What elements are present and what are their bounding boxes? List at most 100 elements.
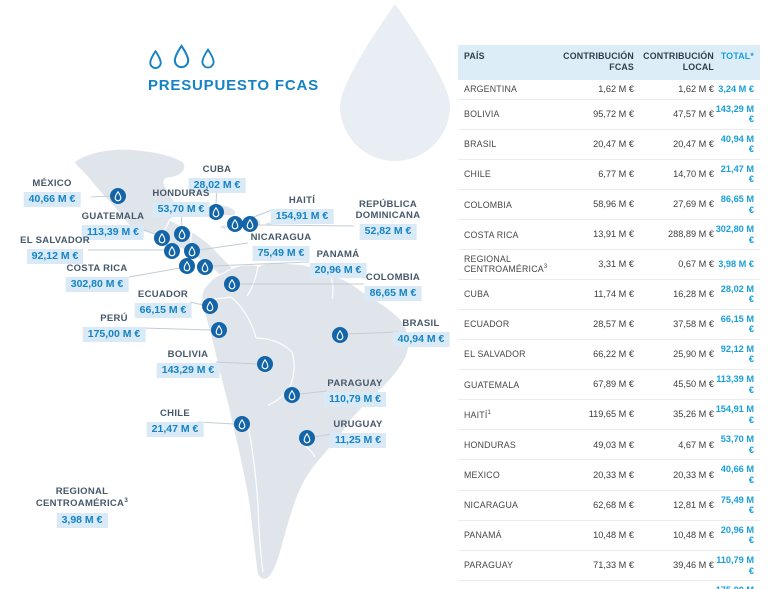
cell-total: 175,00 M € xyxy=(714,585,754,589)
cell-contribucion-fcas: 10,48 M € xyxy=(593,530,634,541)
country-budget-value: 110,79 M € xyxy=(324,392,386,408)
country-name: PERÚ xyxy=(100,313,128,324)
cell-total: 113,39 M € xyxy=(716,374,754,395)
table-row: MEXICO 20,33 M € 20,33 M € 40,66 M € xyxy=(458,460,760,491)
country-budget-value: 66,15 M € xyxy=(134,303,192,319)
cell-contribucion-local: 0,67 M € xyxy=(678,259,714,270)
water-drop-icon xyxy=(336,329,344,340)
cell-country: COLOMBIA xyxy=(464,199,513,210)
map-label-nicaragua: NICARAGUA 75,49 M € xyxy=(250,232,312,262)
country-budget-value: 302,80 M € xyxy=(65,277,129,293)
table-row: ARGENTINA 1,62 M € 1,62 M € 3,24 M € xyxy=(458,80,760,100)
water-drop-icon xyxy=(178,228,186,239)
leader-line-bolivia xyxy=(215,361,258,365)
cell-country: PARAGUAY xyxy=(464,560,514,571)
cell-total: 66,15 M € xyxy=(720,313,754,335)
cell-total: 154,91 M € xyxy=(715,404,754,425)
water-drop-icon xyxy=(303,432,311,443)
cell-country: COSTA RICA xyxy=(464,229,519,240)
cell-country: CUBA xyxy=(464,289,490,300)
country-name: GUATEMALA xyxy=(81,211,145,222)
cell-contribucion-fcas: 1,62 M € xyxy=(598,83,634,94)
water-drop-icon xyxy=(228,278,236,289)
budget-table-panel: PAÍS CONTRIBUCIÓN FCAS CONTRIBUCIÓN LOCA… xyxy=(458,45,760,589)
table-row: PARAGUAY 71,33 M € 39,46 M €110,79 M € xyxy=(458,551,760,582)
leader-line-costa-rica xyxy=(128,267,181,278)
country-budget-value: 154,91 M € xyxy=(270,209,334,225)
cell-contribucion-local: 25,90 M € xyxy=(673,349,714,360)
country-budget-value: 20,96 M € xyxy=(309,263,367,279)
water-drop-icon xyxy=(246,218,254,229)
water-drop-icon xyxy=(288,389,296,400)
cell-contribucion-fcas: 119,65 M € xyxy=(588,409,634,420)
country-budget-value: 3,98 M € xyxy=(56,512,108,528)
table-row: BOLIVIA 95,72 M € 47,57 M €143,29 M € xyxy=(458,100,760,130)
map-label-costa-rica: COSTA RICA 302,80 M € xyxy=(65,263,129,293)
cell-contribucion-fcas: 20,33 M € xyxy=(593,469,634,480)
country-name: MÉXICO xyxy=(32,178,72,189)
cell-contribucion-fcas: 3,31 M € xyxy=(598,259,634,270)
cell-contribucion-local: 4,67 M € xyxy=(678,439,714,450)
water-drop-icon xyxy=(201,261,209,272)
country-name: ECUADOR xyxy=(137,289,189,300)
cell-contribucion-local: 45,50 M € xyxy=(673,379,714,390)
table-header: PAÍS CONTRIBUCIÓN FCAS CONTRIBUCIÓN LOCA… xyxy=(458,45,760,80)
cell-total: 75,49 M € xyxy=(720,494,754,516)
map-marker-bolivia xyxy=(257,356,273,372)
water-drop-icon xyxy=(183,260,191,271)
map-marker-uruguay xyxy=(299,430,315,446)
country-name: PANAMÁ xyxy=(316,249,360,260)
cell-contribucion-fcas: 66,22 M € xyxy=(593,349,634,360)
table-row: PERÚ258,82 M €116,18 M €175,00 M € xyxy=(458,581,760,589)
cell-country: BRASIL xyxy=(464,139,497,150)
cell-contribucion-local: 16,28 M € xyxy=(673,288,714,299)
cell-country: HONDURAS xyxy=(464,439,516,450)
country-name: HAITÍ xyxy=(288,195,316,206)
cell-country: GUATEMALA xyxy=(464,379,520,390)
country-name: EL SALVADOR xyxy=(20,235,90,246)
map-label-chile: CHILE 21,47 M € xyxy=(146,408,204,438)
map-label-peru: PERÚ 175,00 M € xyxy=(82,313,146,343)
cell-total: 110,79 M € xyxy=(716,554,754,576)
country-name: HONDURAS xyxy=(152,188,210,199)
map-label-regional-centroamerica: REGIONAL CENTROAMÉRICA3 3,98 M € xyxy=(36,486,128,528)
table-row: HAITÍ1 119,65 M € 35,26 M €154,91 M € xyxy=(458,400,760,431)
table-row: BRASIL 20,47 M € 20,47 M € 40,94 M € xyxy=(458,130,760,160)
country-budget-value: 86,65 M € xyxy=(364,286,422,302)
table-row: NICARAGUA 62,68 M € 12,81 M € 75,49 M € xyxy=(458,491,760,521)
cell-total: 3,24 M € xyxy=(718,83,754,94)
page-title: PRESUPUESTO FCAS xyxy=(148,77,319,94)
cell-total: 302,80 M € xyxy=(715,224,754,245)
cell-contribucion-local: 35,26 M € xyxy=(673,409,714,420)
map-label-uruguay: URUGUAY 11,25 M € xyxy=(329,419,387,449)
cell-contribucion-local: 12,81 M € xyxy=(673,499,714,510)
leader-line-peru xyxy=(142,327,212,331)
map-label-brasil: BRASIL 40,94 M € xyxy=(392,318,450,348)
cell-contribucion-fcas: 28,57 M € xyxy=(593,318,634,329)
water-drop-icon xyxy=(173,44,190,69)
water-drop-icon xyxy=(206,300,214,311)
map-label-mexico: MÉXICO 40,66 M € xyxy=(23,178,81,208)
cell-contribucion-fcas: 11,74 M € xyxy=(593,288,634,299)
cell-total: 28,02 M € xyxy=(720,283,754,305)
country-budget-value: 11,25 M € xyxy=(329,433,387,449)
leader-line-brasil xyxy=(347,331,400,335)
leader-line-rep-dominicana xyxy=(257,224,355,227)
map-label-rep-dominicana: REPÚBLICA DOMINICANA 52,82 M € xyxy=(356,199,421,240)
cell-contribucion-fcas: 49,03 M € xyxy=(593,439,634,450)
map-marker-el-salvador xyxy=(164,243,180,259)
country-budget-value: 21,47 M € xyxy=(146,422,204,438)
cell-contribucion-local: 20,47 M € xyxy=(673,138,714,149)
column-header-contribucion-local: CONTRIBUCIÓN LOCAL xyxy=(643,51,714,72)
map-marker-colombia xyxy=(224,276,240,292)
map-label-haiti: HAITÍ 154,91 M € xyxy=(270,195,334,225)
water-drop-icon xyxy=(261,358,269,369)
country-budget-value: 40,94 M € xyxy=(392,332,450,348)
cell-contribucion-fcas: 95,72 M € xyxy=(593,108,634,119)
water-drop-icon xyxy=(212,206,220,217)
cell-total: 3,98 M € xyxy=(718,259,754,270)
map-marker-honduras xyxy=(174,226,190,242)
cell-contribucion-fcas: 71,33 M € xyxy=(593,560,634,571)
country-name: NICARAGUA xyxy=(250,232,312,243)
